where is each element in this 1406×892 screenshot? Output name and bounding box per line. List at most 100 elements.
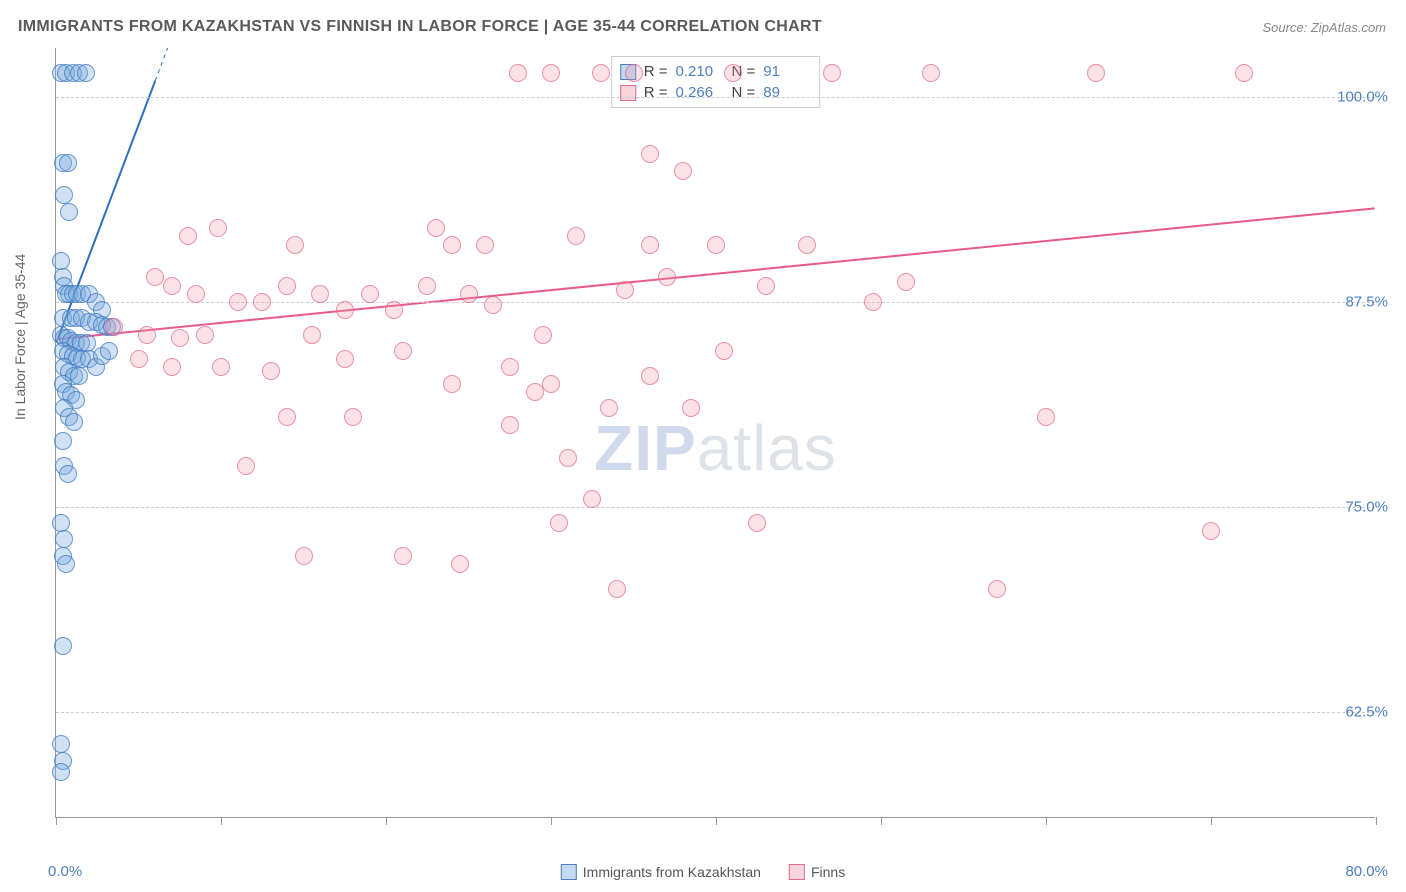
data-point [641, 367, 659, 385]
x-tick [221, 817, 222, 825]
data-point [59, 465, 77, 483]
data-point [501, 358, 519, 376]
data-point [715, 342, 733, 360]
data-point [501, 416, 519, 434]
data-point [526, 383, 544, 401]
data-point [534, 326, 552, 344]
data-point [138, 326, 156, 344]
data-point [196, 326, 214, 344]
data-point [394, 342, 412, 360]
gridline [56, 507, 1375, 508]
legend-swatch [789, 864, 805, 880]
source-attribution: Source: ZipAtlas.com [1262, 20, 1386, 35]
data-point [823, 64, 841, 82]
x-tick [1211, 817, 1212, 825]
regression-legend: R = 0.210 N = 91 R = 0.266 N = 89 [611, 56, 821, 108]
gridline [56, 712, 1375, 713]
data-point [682, 399, 700, 417]
data-point [100, 342, 118, 360]
data-point [253, 293, 271, 311]
data-point [60, 203, 78, 221]
data-point [724, 64, 742, 82]
scatter-plot-area: ZIPatlas R = 0.210 N = 91 R = 0.266 N = … [55, 48, 1375, 818]
data-point [65, 413, 83, 431]
data-point [641, 145, 659, 163]
data-point [608, 580, 626, 598]
data-point [625, 64, 643, 82]
data-point [278, 277, 296, 295]
data-point [54, 637, 72, 655]
r-label: R = [644, 84, 668, 101]
data-point [105, 318, 123, 336]
x-tick [1376, 817, 1377, 825]
data-point [52, 514, 70, 532]
data-point [55, 530, 73, 548]
data-point [209, 219, 227, 237]
data-point [262, 362, 280, 380]
data-point [757, 277, 775, 295]
data-point [361, 285, 379, 303]
data-point [179, 227, 197, 245]
x-tick [386, 817, 387, 825]
x-axis-min-label: 0.0% [48, 863, 82, 880]
data-point [52, 252, 70, 270]
data-point [237, 457, 255, 475]
legend-item: Finns [789, 864, 845, 880]
x-tick [881, 817, 882, 825]
watermark: ZIPatlas [594, 411, 837, 485]
legend-swatch [561, 864, 577, 880]
data-point [336, 301, 354, 319]
x-tick [716, 817, 717, 825]
data-point [567, 227, 585, 245]
data-point [212, 358, 230, 376]
data-point [674, 162, 692, 180]
data-point [897, 273, 915, 291]
data-point [864, 293, 882, 311]
data-point [385, 301, 403, 319]
n-label: N = [732, 84, 756, 101]
data-point [70, 367, 88, 385]
data-point [798, 236, 816, 254]
data-point [559, 449, 577, 467]
data-point [988, 580, 1006, 598]
data-point [130, 350, 148, 368]
n-value: 89 [763, 84, 811, 101]
data-point [229, 293, 247, 311]
data-point [303, 326, 321, 344]
data-point [1202, 522, 1220, 540]
data-point [278, 408, 296, 426]
y-tick-label: 62.5% [1345, 703, 1388, 720]
r-label: R = [644, 63, 668, 80]
data-point [550, 514, 568, 532]
data-point [922, 64, 940, 82]
data-point [57, 555, 75, 573]
data-point [427, 219, 445, 237]
data-point [707, 236, 725, 254]
data-point [658, 268, 676, 286]
legend-label: Finns [811, 864, 845, 880]
data-point [77, 64, 95, 82]
data-point [54, 432, 72, 450]
data-point [336, 350, 354, 368]
data-point [476, 236, 494, 254]
data-point [163, 277, 181, 295]
data-point [163, 358, 181, 376]
data-point [146, 268, 164, 286]
n-value: 91 [763, 63, 811, 80]
data-point [311, 285, 329, 303]
reg-legend-row: R = 0.266 N = 89 [620, 82, 812, 103]
y-tick-label: 87.5% [1345, 293, 1388, 310]
data-point [443, 236, 461, 254]
legend-item: Immigrants from Kazakhstan [561, 864, 761, 880]
y-tick-label: 75.0% [1345, 498, 1388, 515]
data-point [1235, 64, 1253, 82]
data-point [52, 763, 70, 781]
data-point [295, 547, 313, 565]
data-point [394, 547, 412, 565]
data-point [509, 64, 527, 82]
data-point [171, 329, 189, 347]
data-point [542, 375, 560, 393]
x-tick [56, 817, 57, 825]
data-point [418, 277, 436, 295]
data-point [1087, 64, 1105, 82]
